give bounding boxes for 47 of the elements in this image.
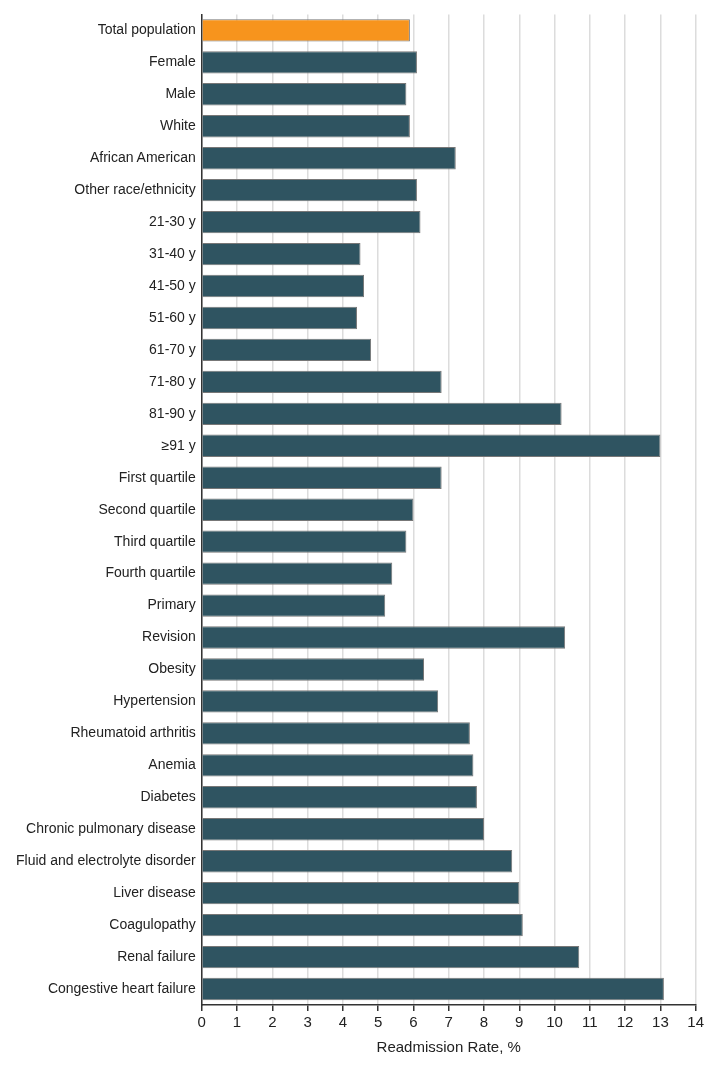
- y-tick-label: Primary: [147, 596, 196, 613]
- y-tick-label: 71-80 y: [149, 372, 196, 389]
- y-tick-label: Second quartile: [98, 500, 196, 517]
- y-tick-label: Diabetes: [140, 788, 196, 805]
- y-tick-label: Anemia: [148, 756, 196, 773]
- x-tick-label: 2: [268, 1013, 277, 1031]
- y-tick-label: Revision: [142, 628, 196, 645]
- x-tick-label: 12: [616, 1013, 634, 1031]
- y-tick-label: Coagulopathy: [109, 915, 196, 932]
- y-tick-label: 41-50 y: [149, 276, 196, 293]
- y-tick-label: ≥91 y: [161, 436, 196, 453]
- y-tick-label: Rheumatoid arthritis: [70, 724, 196, 741]
- x-tick-label: 14: [687, 1013, 704, 1031]
- y-tick-label: 61-70 y: [149, 340, 196, 357]
- x-tick-label: 4: [338, 1013, 348, 1031]
- x-tick-label: 13: [652, 1013, 669, 1031]
- y-tick-label: Liver disease: [113, 884, 196, 901]
- y-tick-label: Male: [165, 85, 196, 102]
- y-tick-label: Total population: [97, 21, 196, 38]
- x-tick-label: 0: [197, 1013, 206, 1031]
- x-tick-label: 3: [303, 1013, 312, 1031]
- y-tick-label: 51-60 y: [149, 308, 196, 325]
- y-tick-label: 31-40 y: [149, 244, 196, 261]
- x-tick-label: 1: [232, 1013, 242, 1031]
- y-tick-label: Congestive heart failure: [47, 979, 196, 996]
- y-tick-label: Fourth quartile: [105, 564, 196, 581]
- x-tick-label: 7: [444, 1013, 453, 1031]
- x-axis-title: Readmission Rate, %: [376, 1038, 521, 1056]
- y-tick-label: Third quartile: [114, 532, 196, 549]
- y-tick-label: 81-90 y: [149, 404, 196, 421]
- y-tick-label: Fluid and electrolyte disorder: [15, 852, 197, 869]
- x-tick-label: 8: [479, 1013, 489, 1031]
- x-tick-label: 5: [373, 1013, 383, 1031]
- y-tick-label: 21-30 y: [149, 212, 196, 229]
- x-tick-label: 9: [515, 1013, 524, 1031]
- x-tick-label: 10: [546, 1013, 563, 1031]
- y-tick-label: Hypertension: [113, 692, 196, 709]
- y-tick-label: Other race/ethnicity: [74, 181, 196, 198]
- y-tick-label: First quartile: [118, 468, 196, 485]
- x-tick-label: 6: [409, 1013, 418, 1031]
- y-tick-label: White: [159, 117, 196, 134]
- y-tick-label: Chronic pulmonary disease: [26, 820, 196, 837]
- y-tick-label: Female: [149, 53, 196, 70]
- y-tick-label: Renal failure: [117, 947, 196, 964]
- x-tick-label: 11: [582, 1013, 598, 1031]
- y-tick-label: Obesity: [148, 660, 196, 677]
- y-tick-label: African American: [89, 149, 196, 166]
